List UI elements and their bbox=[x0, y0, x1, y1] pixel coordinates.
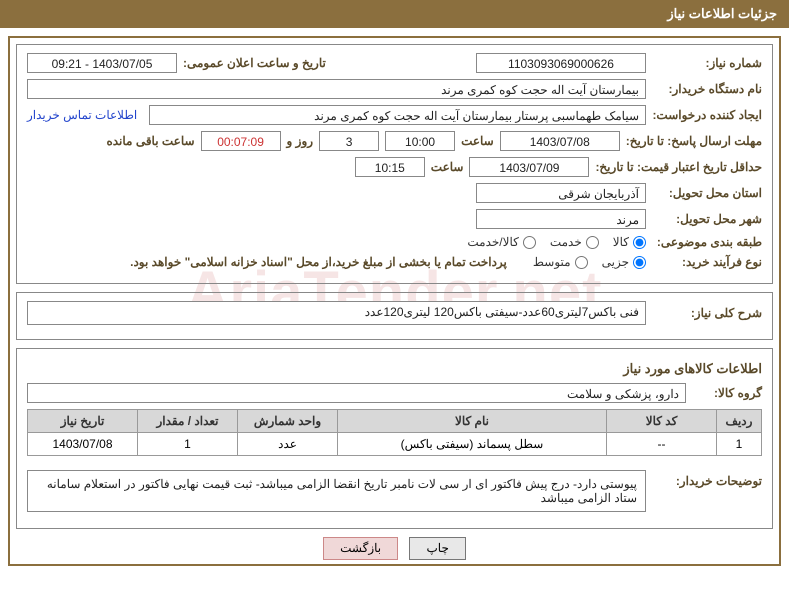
row-buyer: نام دستگاه خریدار: بیمارستان آیت اله حجت… bbox=[27, 79, 762, 99]
category-label: طبقه بندی موضوعی: bbox=[652, 235, 762, 249]
cat-goods-radio[interactable] bbox=[633, 236, 646, 249]
page-title: جزئیات اطلاعات نیاز bbox=[667, 6, 777, 21]
province-label: استان محل تحویل: bbox=[652, 186, 762, 200]
back-button[interactable]: بازگشت bbox=[323, 537, 398, 560]
page-header: جزئیات اطلاعات نیاز bbox=[0, 0, 789, 28]
td-date: 1403/07/08 bbox=[28, 433, 138, 456]
td-row: 1 bbox=[717, 433, 762, 456]
row-min-valid: حداقل تاریخ اعتبار قیمت: تا تاریخ: 1403/… bbox=[27, 157, 762, 177]
th-unit: واحد شمارش bbox=[238, 410, 338, 433]
row-city: شهر محل تحویل: مرند bbox=[27, 209, 762, 229]
need-desc-panel: شرح کلی نیاز: فنی باکس7لیتری60عدد-سیفتی … bbox=[16, 292, 773, 340]
announce-value: 1403/07/05 - 09:21 bbox=[27, 53, 177, 73]
buyer-value: بیمارستان آیت اله حجت کوه کمری مرند bbox=[27, 79, 646, 99]
row-deadline: مهلت ارسال پاسخ: تا تاریخ: 1403/07/08 سا… bbox=[27, 131, 762, 151]
days-and: روز و bbox=[287, 134, 314, 148]
proc-medium-radio[interactable] bbox=[575, 256, 588, 269]
table-row: 1 -- سطل پسماند (سیفتی باکس) عدد 1 1403/… bbox=[28, 433, 762, 456]
city-value: مرند bbox=[476, 209, 646, 229]
cat-service-radio[interactable] bbox=[586, 236, 599, 249]
goods-section-title: اطلاعات کالاهای مورد نیاز bbox=[27, 361, 762, 377]
need-desc-value: فنی باکس7لیتری60عدد-سیفتی باکس120 لیتری1… bbox=[27, 301, 646, 325]
deadline-label: مهلت ارسال پاسخ: تا تاریخ: bbox=[626, 134, 762, 148]
need-no-value: 1103093069000626 bbox=[476, 53, 646, 73]
buyer-notes-text: پیوستی دارد- درج پیش فاکتور ای ار سی لات… bbox=[27, 470, 646, 512]
proc-medium-option[interactable]: متوسط bbox=[533, 255, 588, 269]
requester-label: ایجاد کننده درخواست: bbox=[652, 108, 762, 122]
row-requester: ایجاد کننده درخواست: سیامک طهماسبی پرستا… bbox=[27, 105, 762, 125]
days-count: 3 bbox=[319, 131, 379, 151]
remain-time: 00:07:09 bbox=[201, 131, 281, 151]
cat-both-radio[interactable] bbox=[523, 236, 536, 249]
deadline-time: 10:00 bbox=[385, 131, 455, 151]
need-desc-label: شرح کلی نیاز: bbox=[652, 306, 762, 320]
min-valid-label: حداقل تاریخ اعتبار قیمت: تا تاریخ: bbox=[595, 160, 762, 174]
td-qty: 1 bbox=[138, 433, 238, 456]
time-label-1: ساعت bbox=[461, 134, 494, 148]
buyer-notes-label: توضیحات خریدار: bbox=[652, 464, 762, 488]
th-row: ردیف bbox=[717, 410, 762, 433]
need-no-label: شماره نیاز: bbox=[652, 56, 762, 70]
process-label: نوع فرآیند خرید: bbox=[652, 255, 762, 269]
table-header-row: ردیف کد کالا نام کالا واحد شمارش تعداد /… bbox=[28, 410, 762, 433]
cat-goods-option[interactable]: کالا bbox=[613, 235, 646, 249]
print-button[interactable]: چاپ bbox=[409, 537, 465, 560]
buyer-label: نام دستگاه خریدار: bbox=[652, 82, 762, 96]
info-panel: شماره نیاز: 1103093069000626 تاریخ و ساع… bbox=[16, 44, 773, 284]
goods-panel: اطلاعات کالاهای مورد نیاز گروه کالا: دار… bbox=[16, 348, 773, 529]
main-container: شماره نیاز: 1103093069000626 تاریخ و ساع… bbox=[8, 36, 781, 566]
group-label: گروه کالا: bbox=[692, 386, 762, 400]
th-code: کد کالا bbox=[607, 410, 717, 433]
row-need-no: شماره نیاز: 1103093069000626 تاریخ و ساع… bbox=[27, 53, 762, 73]
process-note: پرداخت تمام یا بخشی از مبلغ خرید،از محل … bbox=[130, 255, 507, 269]
min-valid-time: 10:15 bbox=[355, 157, 425, 177]
td-code: -- bbox=[607, 433, 717, 456]
province-value: آذربایجان شرقی bbox=[476, 183, 646, 203]
button-bar: چاپ بازگشت bbox=[16, 537, 773, 560]
requester-value: سیامک طهماسبی پرستار بیمارستان آیت اله ح… bbox=[149, 105, 646, 125]
row-province: استان محل تحویل: آذربایجان شرقی bbox=[27, 183, 762, 203]
city-label: شهر محل تحویل: bbox=[652, 212, 762, 226]
th-date: تاریخ نیاز bbox=[28, 410, 138, 433]
th-qty: تعداد / مقدار bbox=[138, 410, 238, 433]
cat-service-option[interactable]: خدمت bbox=[550, 235, 599, 249]
category-radios: کالا خدمت کالا/خدمت bbox=[467, 235, 646, 249]
row-buyer-notes: توضیحات خریدار: پیوستی دارد- درج پیش فاک… bbox=[27, 464, 762, 514]
remain-label: ساعت باقی مانده bbox=[106, 134, 194, 148]
proc-partial-option[interactable]: جزیی bbox=[602, 255, 646, 269]
deadline-date: 1403/07/08 bbox=[500, 131, 620, 151]
min-valid-date: 1403/07/09 bbox=[469, 157, 589, 177]
time-label-2: ساعت bbox=[431, 160, 464, 174]
td-unit: عدد bbox=[238, 433, 338, 456]
row-need-desc: شرح کلی نیاز: فنی باکس7لیتری60عدد-سیفتی … bbox=[27, 301, 762, 325]
row-process: نوع فرآیند خرید: جزیی متوسط پرداخت تمام … bbox=[27, 255, 762, 269]
row-category: طبقه بندی موضوعی: کالا خدمت کالا/خدمت bbox=[27, 235, 762, 249]
th-name: نام کالا bbox=[338, 410, 607, 433]
announce-label: تاریخ و ساعت اعلان عمومی: bbox=[183, 56, 326, 70]
td-name: سطل پسماند (سیفتی باکس) bbox=[338, 433, 607, 456]
cat-both-option[interactable]: کالا/خدمت bbox=[467, 235, 535, 249]
group-value: دارو، پزشکی و سلامت bbox=[27, 383, 686, 403]
goods-table: ردیف کد کالا نام کالا واحد شمارش تعداد /… bbox=[27, 409, 762, 456]
process-radios: جزیی متوسط bbox=[533, 255, 646, 269]
contact-link[interactable]: اطلاعات تماس خریدار bbox=[27, 108, 137, 122]
row-group: گروه کالا: دارو، پزشکی و سلامت bbox=[27, 383, 762, 403]
proc-partial-radio[interactable] bbox=[633, 256, 646, 269]
